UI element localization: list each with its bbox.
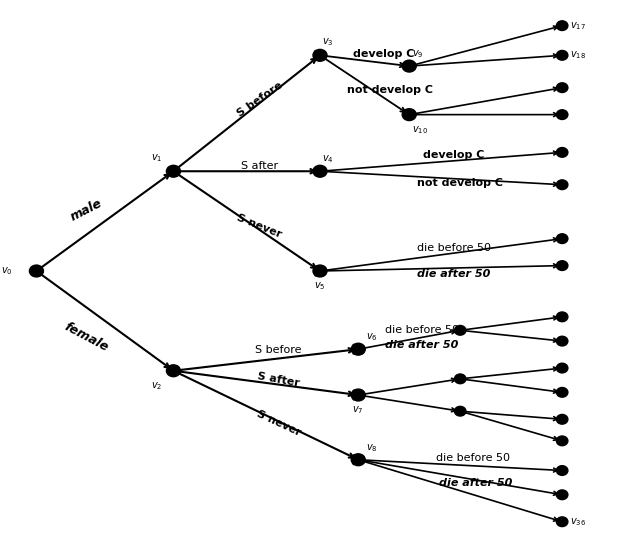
Circle shape: [556, 490, 568, 500]
Text: $v_{2}$: $v_{2}$: [151, 380, 163, 392]
Text: not develop C: not develop C: [417, 178, 503, 189]
Text: not develop C: not develop C: [347, 85, 433, 95]
Circle shape: [29, 265, 44, 277]
Circle shape: [556, 261, 568, 270]
Text: $v_{6}$: $v_{6}$: [366, 331, 378, 343]
Polygon shape: [315, 266, 326, 276]
Circle shape: [166, 365, 180, 377]
Text: $v_{0}$: $v_{0}$: [1, 265, 13, 277]
Circle shape: [556, 336, 568, 346]
Circle shape: [556, 363, 568, 373]
Circle shape: [351, 343, 365, 355]
Circle shape: [402, 60, 416, 72]
Circle shape: [556, 517, 568, 527]
Circle shape: [351, 389, 365, 401]
Circle shape: [556, 110, 568, 119]
Text: $v_{7}$: $v_{7}$: [352, 404, 364, 416]
Text: develop C: develop C: [353, 49, 415, 59]
Circle shape: [556, 415, 568, 424]
Text: S never: S never: [255, 409, 302, 438]
Polygon shape: [353, 455, 365, 464]
Text: $v_{5}$: $v_{5}$: [314, 280, 325, 292]
Circle shape: [556, 21, 568, 30]
Text: $v_{18}$: $v_{18}$: [570, 49, 586, 61]
Circle shape: [454, 325, 466, 335]
Circle shape: [313, 165, 327, 177]
Text: $v_{4}$: $v_{4}$: [322, 153, 333, 165]
Text: S never: S never: [236, 213, 284, 240]
Circle shape: [556, 312, 568, 322]
Circle shape: [556, 466, 568, 475]
Polygon shape: [315, 50, 326, 60]
Text: $v_{17}$: $v_{17}$: [570, 20, 586, 31]
Circle shape: [402, 109, 416, 120]
Text: $v_{1}$: $v_{1}$: [151, 152, 163, 164]
Text: $v_{36}$: $v_{36}$: [570, 516, 586, 528]
Circle shape: [556, 50, 568, 60]
Circle shape: [556, 388, 568, 397]
Polygon shape: [353, 344, 365, 354]
Text: $v_{10}$: $v_{10}$: [412, 124, 428, 136]
Text: female: female: [61, 320, 110, 354]
Text: S after: S after: [241, 161, 278, 171]
Circle shape: [166, 165, 180, 177]
Circle shape: [454, 406, 466, 416]
Circle shape: [556, 436, 568, 446]
Text: die before 50: die before 50: [417, 243, 491, 253]
Circle shape: [454, 374, 466, 384]
Text: male: male: [68, 197, 104, 224]
Text: S before: S before: [255, 345, 302, 355]
Circle shape: [556, 83, 568, 93]
Text: die after 50: die after 50: [440, 478, 513, 488]
Text: S after: S after: [257, 372, 300, 389]
Text: $v_{8}$: $v_{8}$: [366, 442, 378, 454]
Text: die after 50: die after 50: [417, 269, 490, 279]
Circle shape: [556, 147, 568, 157]
Text: die after 50: die after 50: [385, 340, 459, 350]
Polygon shape: [353, 390, 365, 400]
Text: die before 50: die before 50: [436, 453, 510, 463]
Text: $v_{3}$: $v_{3}$: [322, 36, 333, 48]
Circle shape: [556, 234, 568, 243]
Circle shape: [313, 265, 327, 277]
Text: develop C: develop C: [423, 150, 484, 160]
Text: die before 50: die before 50: [385, 325, 459, 335]
Circle shape: [313, 49, 327, 61]
Text: $v_{9}$: $v_{9}$: [412, 48, 423, 60]
Text: S before: S before: [235, 81, 284, 119]
Circle shape: [351, 454, 365, 466]
Circle shape: [556, 180, 568, 190]
